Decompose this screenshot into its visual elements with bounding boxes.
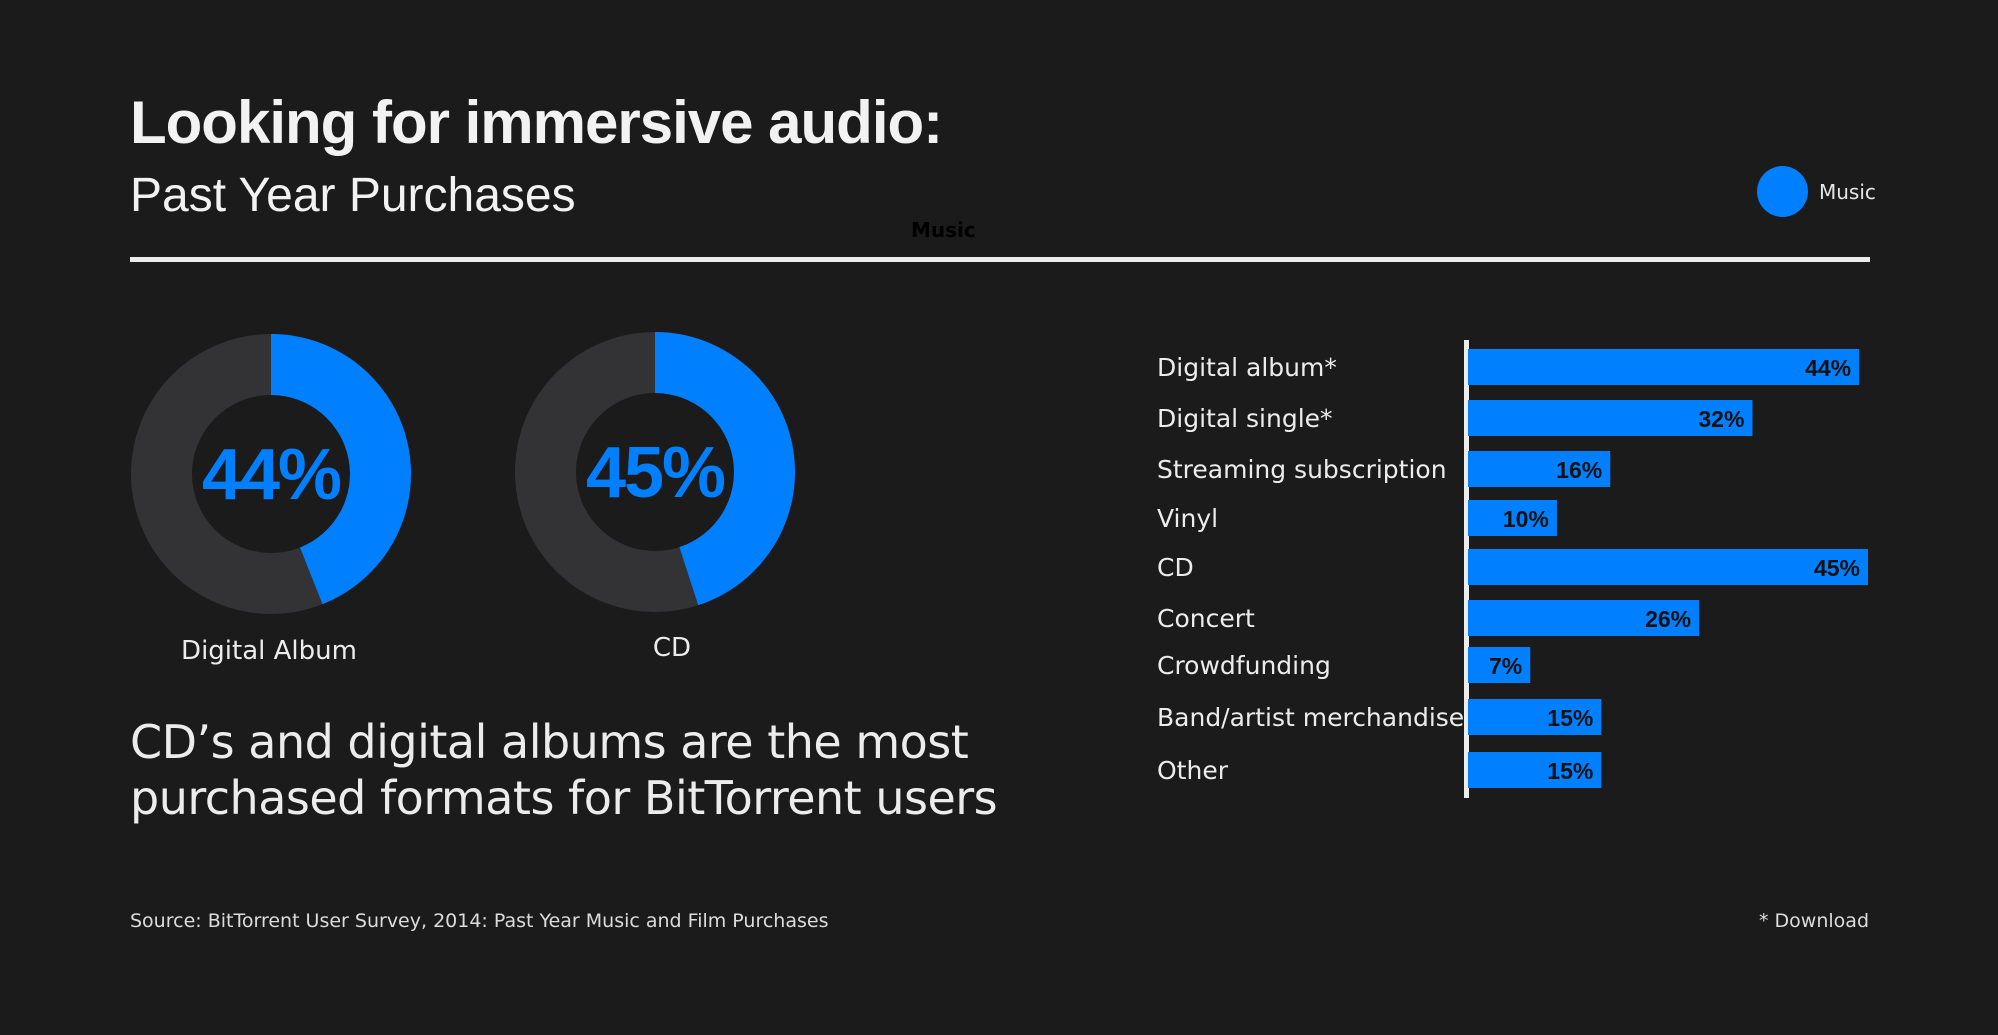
chart-title: Looking for immersive audio:: [130, 89, 943, 156]
bar: [1468, 349, 1860, 385]
donut-slice: [271, 334, 412, 605]
bar-value-label: 16%: [1556, 457, 1602, 483]
donut-caption-cd: CD: [652, 633, 692, 663]
donut-caption-digital-album: Digital Album: [181, 636, 357, 666]
bar-category-label: Other: [1157, 756, 1229, 785]
bar-value-label: 44%: [1805, 355, 1851, 381]
bar: [1468, 549, 1868, 585]
bar-category-label: Digital album*: [1157, 353, 1337, 382]
bar: [1468, 500, 1557, 536]
donut-slice: [655, 332, 795, 606]
bar-value-label: 15%: [1547, 705, 1593, 731]
series-caption: Music: [911, 218, 976, 242]
header-divider: [130, 257, 1870, 262]
headline-text: CD’s and digital albums are the most pur…: [130, 715, 998, 825]
legend-label: Music: [1819, 179, 1876, 204]
donut-cd: 45%: [515, 332, 795, 612]
bar-value-label: 7%: [1489, 653, 1522, 679]
bar: [1468, 451, 1611, 487]
bar: [1468, 400, 1753, 436]
bar-category-label: Vinyl: [1157, 504, 1218, 533]
bar-category-label: CD: [1157, 553, 1194, 582]
footnote: * Download: [1759, 910, 1869, 932]
bar-value-label: 26%: [1645, 606, 1691, 632]
legend-swatch: [1757, 166, 1808, 217]
bar-category-label: Band/artist merchandise: [1157, 703, 1464, 732]
bar-value-label: 45%: [1814, 555, 1860, 581]
bar: [1468, 600, 1700, 636]
bar-category-label: Digital single*: [1157, 404, 1333, 433]
chart-subtitle: Past Year Purchases: [130, 169, 576, 222]
donut-value-label: 44%: [202, 435, 341, 515]
bar: [1468, 752, 1602, 788]
donut-digital-album: 44%: [131, 334, 412, 614]
bar: [1468, 647, 1531, 683]
bar-value-label: 15%: [1547, 758, 1593, 784]
bar-value-label: 32%: [1698, 406, 1744, 432]
donut-value-label: 45%: [586, 433, 725, 513]
legend: Music: [1757, 166, 1876, 217]
source-note: Source: BitTorrent User Survey, 2014: Pa…: [130, 910, 829, 932]
bar-category-label: Concert: [1157, 604, 1255, 633]
bar-category-label: Streaming subscription: [1157, 455, 1447, 484]
bar-category-label: Crowdfunding: [1157, 651, 1331, 680]
bar-axis: [1464, 340, 1469, 798]
bar-value-label: 10%: [1503, 506, 1549, 532]
bar: [1468, 699, 1602, 735]
